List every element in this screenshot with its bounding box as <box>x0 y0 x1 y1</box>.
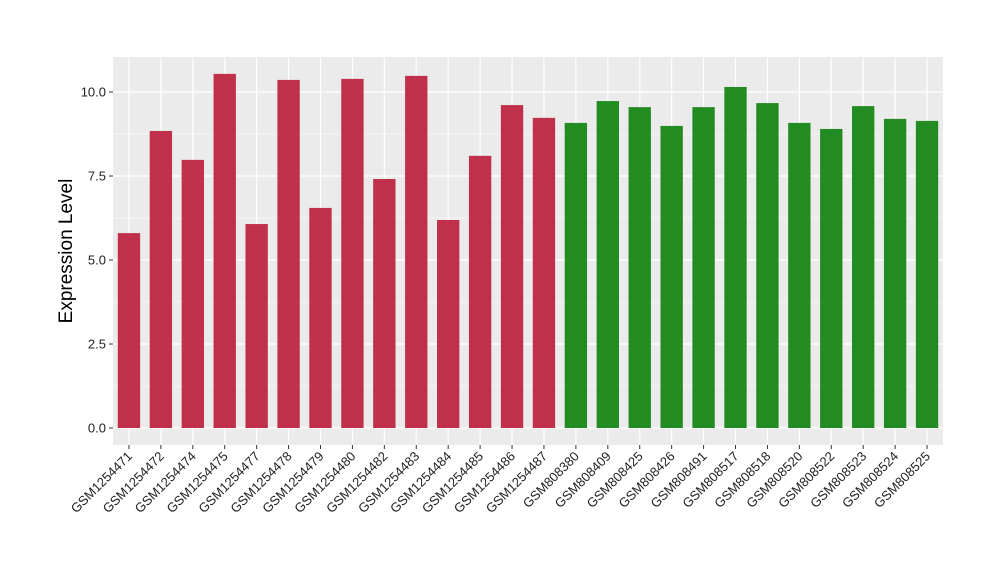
y-axis-label: Expression Level <box>56 179 77 324</box>
bar-GSM1254472 <box>149 130 173 428</box>
bar-GSM1254485 <box>468 155 492 428</box>
bar-GSM808520 <box>788 122 811 429</box>
bar-GSM1254471 <box>117 233 141 428</box>
bar-GSM1254477 <box>245 224 268 428</box>
bar-GSM808524 <box>883 118 907 428</box>
bar-GSM808425 <box>628 107 651 429</box>
bar-GSM808380 <box>564 122 588 429</box>
plot-panel <box>113 57 943 445</box>
bars <box>117 73 939 429</box>
bar-GSM808522 <box>820 128 843 428</box>
bar-GSM808426 <box>660 125 683 428</box>
bar-GSM808409 <box>596 101 619 429</box>
x-axis: GSM1254471GSM1254472GSM1254474GSM1254475… <box>68 445 933 516</box>
bar-GSM1254480 <box>341 78 364 428</box>
bar-GSM1254474 <box>181 159 204 428</box>
bar-GSM1254486 <box>500 105 524 428</box>
y-tick-label: 2.5 <box>88 337 106 352</box>
bar-GSM1254487 <box>532 117 556 428</box>
bar-GSM1254483 <box>405 75 428 428</box>
bar-GSM808517 <box>724 86 747 429</box>
bar-GSM1254484 <box>437 220 460 428</box>
bar-GSM808525 <box>915 120 939 428</box>
bar-GSM1254482 <box>373 179 396 428</box>
y-tick-label: 0.0 <box>88 421 106 436</box>
bar-GSM808523 <box>852 106 875 428</box>
y-axis: 0.0 2.5 5.0 7.5 10.0 <box>81 85 113 436</box>
y-tick-label: 7.5 <box>88 169 106 184</box>
bar-GSM1254475 <box>213 73 236 428</box>
bar-GSM1254478 <box>277 79 300 429</box>
bar-GSM808518 <box>756 103 779 428</box>
y-tick-label: 10.0 <box>81 85 106 100</box>
bar-GSM1254479 <box>309 207 332 428</box>
y-tick-label: 5.0 <box>88 253 106 268</box>
bar-GSM808491 <box>692 107 715 429</box>
